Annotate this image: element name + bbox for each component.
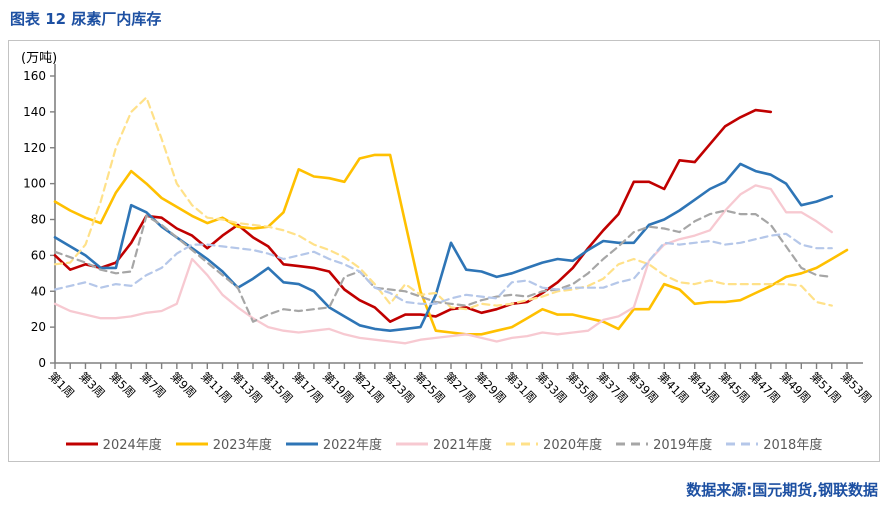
chart-legend: 2024年度 2023年度 2022年度 2021年度 2020年度 2019年度 2018… [9, 434, 879, 453]
y-tick-label: 80 [31, 213, 46, 227]
x-tick-label: 第35周 [564, 369, 601, 406]
legend-item: 2021年度 [395, 434, 493, 453]
legend-line-sample [395, 442, 428, 445]
legend-label: 2024年度 [102, 438, 162, 453]
legend-item: 2018年度 [726, 434, 822, 453]
x-tick-label: 第29周 [472, 369, 509, 406]
x-tick-label: 第47周 [746, 369, 783, 406]
y-tick-label: 140 [23, 105, 46, 119]
x-tick-label: 第45周 [716, 369, 753, 406]
x-tick-label: 第1周 [46, 369, 77, 400]
x-tick-label: 第15周 [259, 369, 296, 406]
legend-label: 2022年度 [322, 438, 382, 453]
y-tick-label: 0 [38, 356, 46, 370]
x-tick-label: 第3周 [76, 369, 107, 400]
y-tick-label: 60 [31, 248, 46, 262]
series-line-2021年度 [53, 184, 833, 345]
x-tick-label: 第53周 [838, 369, 875, 406]
x-tick-label: 第51周 [807, 369, 844, 406]
y-tick-label: 40 [31, 284, 46, 298]
legend-item: 2023年度 [175, 434, 272, 453]
series-line-2018年度 [53, 232, 833, 305]
x-tick-label: 第25周 [411, 369, 448, 406]
legend-item: 2022年度 [285, 434, 382, 453]
x-tick-label: 第23周 [381, 369, 418, 406]
x-tick-label: 第31周 [503, 369, 540, 406]
x-tick-label: 第9周 [168, 369, 199, 400]
data-source-text: 数据来源:国元期货,钢联数据 [686, 481, 878, 499]
x-tick-label: 第49周 [777, 369, 814, 406]
x-tick-label: 第41周 [655, 369, 692, 406]
page-title: 图表 12 尿素厂内库存 [10, 10, 162, 28]
x-tick-label: 第7周 [137, 369, 168, 400]
x-tick-label: 第19周 [320, 369, 357, 406]
legend-line-sample [726, 442, 759, 445]
x-tick-label: 第5周 [107, 369, 138, 400]
legend-item: 2019年度 [616, 434, 712, 453]
chart-container: (万吨) 0 20 40 60 80 100 120 140 160 第1周 第3周 第5周 第7周 第9… [8, 40, 880, 462]
series-line-2023年度 [53, 153, 849, 336]
x-tick-label: 第21周 [350, 369, 387, 406]
y-axis-unit-label: (万吨) [21, 51, 58, 66]
series-line-2019年度 [53, 209, 833, 323]
x-tick-label: 第43周 [686, 369, 723, 406]
x-tick-label: 第17周 [290, 369, 327, 406]
legend-label: 2020年度 [543, 438, 603, 453]
series-line-2024年度 [53, 108, 773, 324]
y-tick-label: 20 [31, 320, 46, 334]
x-tick-label: 第11周 [198, 369, 235, 406]
legend-label: 2021年度 [432, 438, 493, 453]
line-chart-plot: 0 20 40 60 80 100 120 140 160 第1周 第3周 第5周 第7周 第9周 第11周… [23, 64, 875, 406]
y-tick-label: 120 [23, 141, 46, 155]
x-tick-label: 第39周 [625, 369, 662, 406]
legend-line-sample [506, 442, 539, 445]
legend-item: 2020年度 [506, 434, 602, 453]
legend-label: 2018年度 [763, 438, 823, 453]
x-tick-label: 第27周 [442, 369, 479, 406]
x-tick-label: 第37周 [594, 369, 631, 406]
legend-line-sample [175, 442, 208, 445]
legend-item: 2024年度 [65, 434, 162, 453]
x-tick-label: 第33周 [533, 369, 570, 406]
legend-line-sample [285, 442, 318, 445]
legend-label: 2019年度 [653, 438, 713, 453]
legend-label: 2023年度 [212, 438, 272, 453]
y-tick-label: 100 [23, 177, 46, 191]
y-tick-label: 160 [23, 69, 46, 83]
x-tick-label: 第13周 [229, 369, 266, 406]
legend-line-sample [65, 442, 98, 445]
legend-line-sample [616, 442, 649, 445]
